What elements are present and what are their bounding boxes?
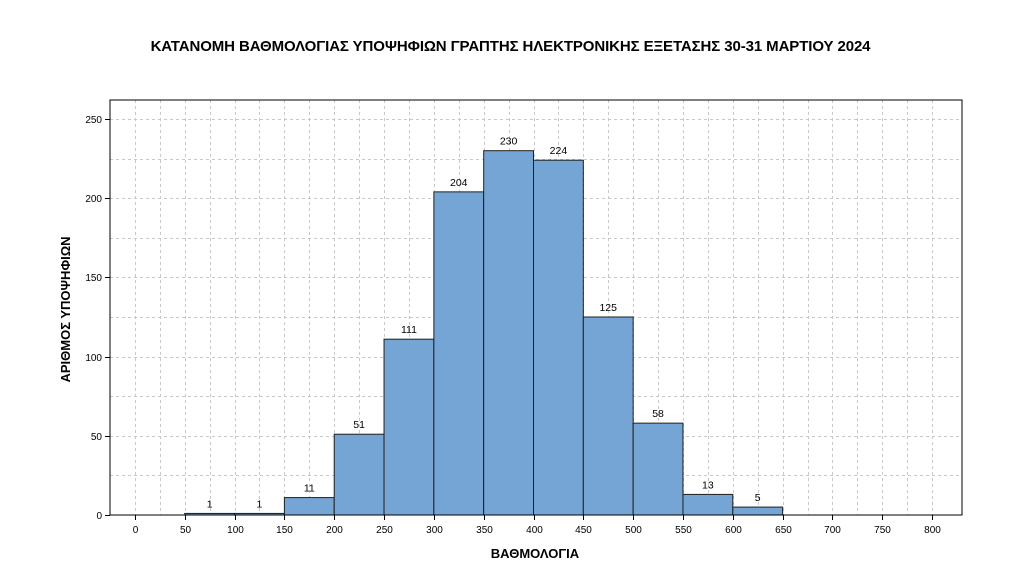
histogram-bar	[383, 338, 435, 516]
bar-value-label: 58	[652, 408, 664, 420]
chart-title: ΚΑΤΑΝΟΜΗ ΒΑΘΜΟΛΟΓΙΑΣ ΥΠΟΨΗΦΙΩΝ ΓΡΑΠΤΗΣ Η…	[150, 38, 871, 55]
histogram-bar	[333, 433, 385, 516]
histogram-bar	[682, 493, 734, 516]
x-tick-label: 200	[326, 525, 343, 536]
x-tick-label: 250	[376, 525, 393, 536]
histogram-bar	[582, 316, 634, 516]
histogram-bar	[732, 506, 784, 516]
histogram-bar	[533, 159, 584, 516]
x-tick-label: 350	[476, 525, 493, 536]
x-tick-label: 600	[725, 525, 742, 536]
histogram-bar	[632, 422, 684, 516]
x-tick-label: 0	[133, 525, 139, 536]
x-tick-label: 750	[874, 525, 891, 536]
bar-value-label: 11	[304, 483, 315, 495]
bars	[184, 150, 784, 516]
bar-value-label: 51	[353, 419, 365, 431]
x-tick-label: 800	[924, 525, 941, 536]
bar-value-label: 13	[702, 479, 714, 491]
x-tick-label: 700	[824, 525, 841, 536]
y-tick-label: 200	[85, 194, 102, 205]
x-tick-label: 150	[276, 525, 293, 536]
y-tick-label: 0	[96, 511, 102, 522]
x-tick-label: 450	[575, 525, 592, 536]
x-tick-label: 650	[775, 525, 792, 536]
x-tick-label: 50	[180, 525, 192, 536]
y-tick-label: 250	[85, 115, 102, 126]
bar-value-label: 230	[500, 136, 518, 148]
y-tick-label: 100	[85, 353, 102, 364]
x-tick-label: 100	[227, 525, 244, 536]
bar-value-label: 5	[755, 492, 761, 504]
x-tick-label: 550	[675, 525, 692, 536]
histogram-bar	[283, 497, 335, 516]
bar-value-label: 111	[401, 324, 417, 336]
y-tick-label: 50	[91, 432, 103, 443]
y-tick-label: 150	[85, 273, 102, 284]
x-tick-label: 500	[625, 525, 642, 536]
x-tick-label: 300	[426, 525, 443, 536]
plot-frame	[109, 99, 963, 516]
histogram-bar	[433, 191, 485, 516]
bar-value-label: 125	[599, 302, 617, 314]
x-tick-label: 400	[526, 525, 543, 536]
histogram-bar	[483, 150, 535, 516]
bar-value-label: 224	[550, 145, 568, 157]
x-axis-title: ΒΑΘΜΟΛΟΓΙΑ	[491, 546, 580, 561]
bar-value-label: 1	[257, 498, 263, 510]
bar-value-label: 204	[450, 177, 468, 189]
bar-value-label: 1	[207, 498, 213, 510]
axes: 0 50 100 150 200 250 300 350 400 450 500 550 600 650 7…	[85, 115, 941, 536]
y-axis-title: ΑΡΙΘΜΟΣ ΥΠΟΨΗΦΙΩΝ	[58, 236, 73, 382]
